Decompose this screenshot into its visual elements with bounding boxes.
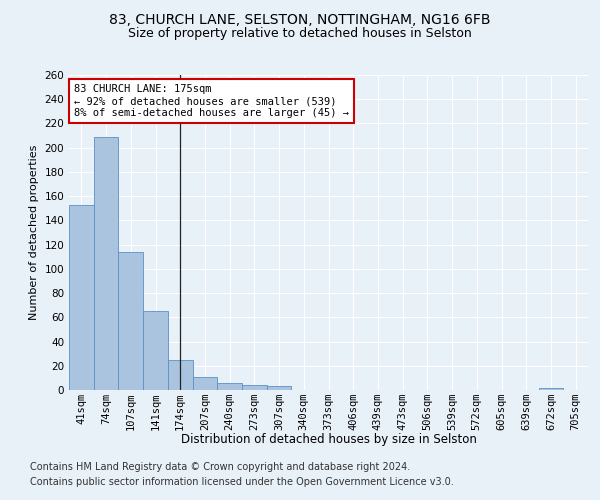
Bar: [168, 360, 193, 390]
Bar: [242, 385, 267, 390]
Text: Distribution of detached houses by size in Selston: Distribution of detached houses by size …: [181, 432, 477, 446]
Bar: [118, 252, 143, 390]
Text: Contains public sector information licensed under the Open Government Licence v3: Contains public sector information licen…: [30, 477, 454, 487]
Bar: [267, 386, 292, 390]
Y-axis label: Number of detached properties: Number of detached properties: [29, 145, 39, 320]
Bar: [69, 204, 94, 390]
Bar: [539, 388, 563, 390]
Bar: [217, 382, 242, 390]
Bar: [193, 376, 217, 390]
Text: Size of property relative to detached houses in Selston: Size of property relative to detached ho…: [128, 28, 472, 40]
Text: 83, CHURCH LANE, SELSTON, NOTTINGHAM, NG16 6FB: 83, CHURCH LANE, SELSTON, NOTTINGHAM, NG…: [109, 12, 491, 26]
Text: 83 CHURCH LANE: 175sqm
← 92% of detached houses are smaller (539)
8% of semi-det: 83 CHURCH LANE: 175sqm ← 92% of detached…: [74, 84, 349, 117]
Text: Contains HM Land Registry data © Crown copyright and database right 2024.: Contains HM Land Registry data © Crown c…: [30, 462, 410, 472]
Bar: [143, 311, 168, 390]
Bar: [94, 137, 118, 390]
